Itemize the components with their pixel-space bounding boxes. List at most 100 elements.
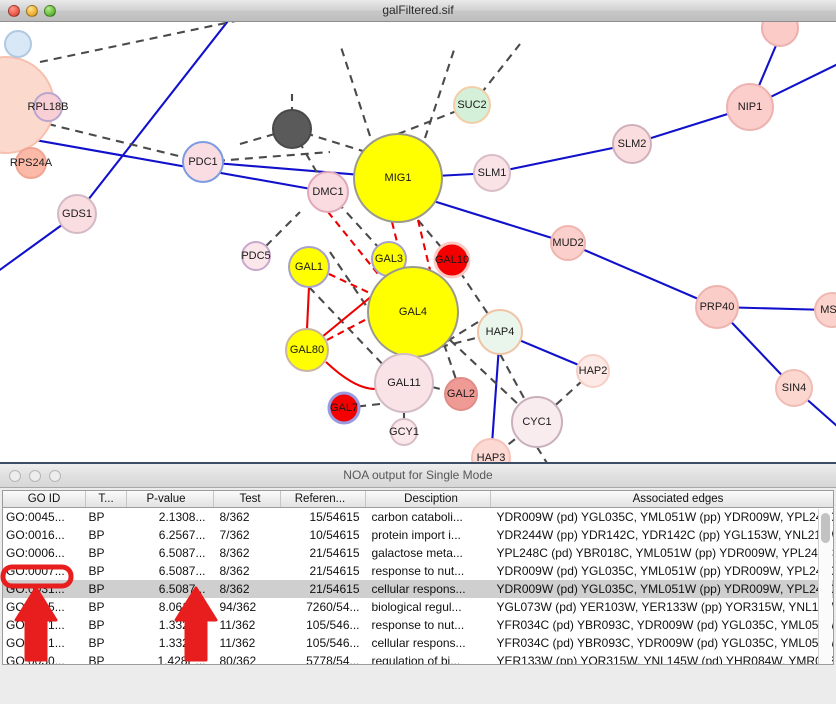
column-header-go-id[interactable]: GO ID [3, 491, 86, 508]
table-row[interactable]: GO:0031... BP 1.3324... 11/362 105/546... res… [3, 616, 833, 634]
cell-associated-edges: YFR034C (pd) YBR093C, YDR009W (pd) YGL03… [496, 636, 834, 650]
node-gal80[interactable] [285, 328, 329, 372]
node-rps24a[interactable] [15, 147, 47, 179]
cell-go-id: GO:0006... [6, 546, 65, 560]
node-nip1[interactable] [726, 83, 774, 131]
table-row[interactable]: GO:0045... BP 2.1308... 8/362 15/54615 carbon… [3, 508, 834, 527]
node-prp40[interactable] [695, 285, 739, 329]
node-partial-top[interactable] [4, 30, 32, 58]
cell-associated-edges: YGL073W (pd) YER103W, YER133W (pp) YOR31… [496, 600, 834, 614]
noa-minimize-button-icon[interactable] [29, 470, 41, 482]
node-gds1[interactable] [57, 194, 97, 234]
cell-associated-edges: YPL248C (pd) YBR018C, YML051W (pp) YDR00… [496, 546, 834, 560]
table-row[interactable]: GO:0006... BP 6.5087... 8/362 21/54615 galact… [3, 544, 834, 562]
node-gcy1[interactable] [390, 418, 418, 446]
edge-dashed [202, 150, 331, 164]
cell-description: carbon cataboli... [371, 510, 463, 524]
column-header-type[interactable]: T... [85, 491, 127, 508]
minimize-button-icon[interactable] [26, 5, 38, 17]
node-suc2[interactable] [453, 86, 491, 124]
cell-reference: 105/546... [306, 618, 360, 632]
cell-description: biological regul... [371, 600, 462, 614]
node-gal4[interactable] [367, 266, 459, 358]
cell-go-id: GO:0065... [6, 600, 65, 614]
noa-close-button-icon[interactable] [9, 470, 21, 482]
noa-maximize-button-icon[interactable] [49, 470, 61, 482]
edge-dashed [536, 446, 548, 462]
table-header-row: GO ID T... P-value Test Referen... Desci… [3, 491, 833, 508]
cell-test: 11/362 [219, 618, 256, 632]
cell-type: BP [88, 618, 105, 632]
cell-type: BP [88, 636, 105, 650]
column-header-p-value[interactable]: P-value [126, 491, 214, 508]
cell-go-id: GO:0016... [6, 528, 65, 542]
node-gal11[interactable] [374, 353, 434, 413]
node-partial-top-right[interactable] [761, 22, 799, 47]
edge-dashed [439, 330, 501, 349]
cell-description: response to nut... [371, 618, 465, 632]
network-canvas[interactable]: .eb { stroke:#1111cc; stroke-width:2.1; … [0, 22, 836, 462]
node-pdc1[interactable] [182, 141, 224, 183]
column-header-description[interactable]: Desciption [365, 491, 491, 508]
cell-p-value: 6.5087... [126, 580, 214, 598]
cell-test: 94/362 [219, 600, 257, 614]
table-row[interactable]: GO:0016... BP 6.2567... 7/362 10/54615 protei… [3, 526, 833, 544]
maximize-button-icon[interactable] [44, 5, 56, 17]
cell-p-value: 6.2567... [158, 528, 206, 542]
table-row[interactable]: GO:0031... BP 1.3324... 11/362 105/546... cel… [3, 634, 834, 652]
cell-reference: 21/54615 [280, 580, 366, 598]
node-slm2[interactable] [612, 124, 652, 164]
table-vertical-scrollbar[interactable] [818, 509, 832, 664]
node-hap4[interactable] [477, 309, 523, 355]
noa-results-table[interactable]: GO ID T... P-value Test Referen... Desci… [3, 491, 834, 665]
cell-p-value: 2.1308... [158, 510, 206, 524]
node-slm1[interactable] [473, 154, 511, 192]
scrollbar-thumb[interactable] [821, 513, 830, 543]
cell-type: BP [88, 564, 105, 578]
node-layer[interactable]: RPL18B RPS24A GDS1 PDC1 PDC5 DMC1 MIG1 S… [0, 22, 836, 462]
column-header-test[interactable]: Test [213, 491, 281, 508]
cell-test: 11/362 [219, 636, 256, 650]
table-row[interactable]: GO:0065... BP 8.0614... 94/362 7260/54... bio… [3, 598, 834, 616]
node-gal1[interactable] [288, 246, 330, 288]
node-dmc1[interactable] [307, 171, 349, 213]
close-button-icon[interactable] [8, 5, 20, 17]
cell-go-id: GO:0007... [6, 564, 65, 578]
table-body[interactable]: GO:0045... BP 2.1308... 8/362 15/54615 carbon… [3, 508, 834, 665]
noa-output-panel: NOA output for Single Mode GO ID T... P-… [0, 462, 836, 704]
node-msi[interactable] [814, 292, 836, 328]
cell-p-value: 6.5087... [158, 546, 206, 560]
node-hap3[interactable] [471, 438, 511, 462]
node-mig1[interactable] [353, 133, 443, 223]
node-hub-dark[interactable] [272, 109, 312, 149]
column-header-reference[interactable]: Referen... [280, 491, 366, 508]
node-sin4[interactable] [775, 369, 813, 407]
node-pdc5[interactable] [241, 241, 271, 271]
cell-associated-edges: YDR009W (pd) YGL035C, YML051W (pp) YDR00… [496, 510, 834, 524]
cell-reference: 5778/54... [306, 654, 360, 665]
cell-description: cellular respons... [365, 580, 491, 598]
node-gal7[interactable] [327, 391, 361, 425]
cell-associated-edges: YDR009W (pd) YGL035C, YML051W (pp) YDR00… [496, 564, 834, 578]
node-mud2[interactable] [550, 225, 586, 261]
table-row[interactable]: GO:0007... BP 6.5087... 8/362 21/54615 respon… [3, 562, 834, 580]
cell-test: 7/362 [219, 528, 250, 542]
cell-test: 80/362 [219, 654, 257, 665]
network-graph-svg[interactable]: .eb { stroke:#1111cc; stroke-width:2.1; … [0, 22, 836, 462]
cell-reference: 105/546... [306, 636, 360, 650]
edge-dashed [308, 286, 391, 373]
noa-results-table-container[interactable]: GO ID T... P-value Test Referen... Desci… [2, 490, 834, 665]
edge-dashed [47, 122, 204, 164]
cell-type: BP [88, 654, 105, 665]
edge-blue [491, 142, 633, 175]
cell-p-value: 1.3324... [158, 618, 206, 632]
node-gal10[interactable] [433, 241, 471, 279]
edge-dashed [339, 43, 371, 137]
node-hap2[interactable] [576, 354, 610, 388]
table-row[interactable]: GO:0031... BP 6.5087... 8/362 21/54615 cellul… [3, 580, 833, 598]
column-header-associated-edges[interactable]: Associated edges [490, 491, 833, 508]
node-gal2[interactable] [444, 377, 478, 411]
node-rpl18b[interactable] [33, 92, 63, 122]
cell-associated-edges: YER133W (pp) YOR315W, YNL145W (pd) YHR08… [496, 654, 834, 665]
node-cyc1[interactable] [511, 396, 563, 448]
